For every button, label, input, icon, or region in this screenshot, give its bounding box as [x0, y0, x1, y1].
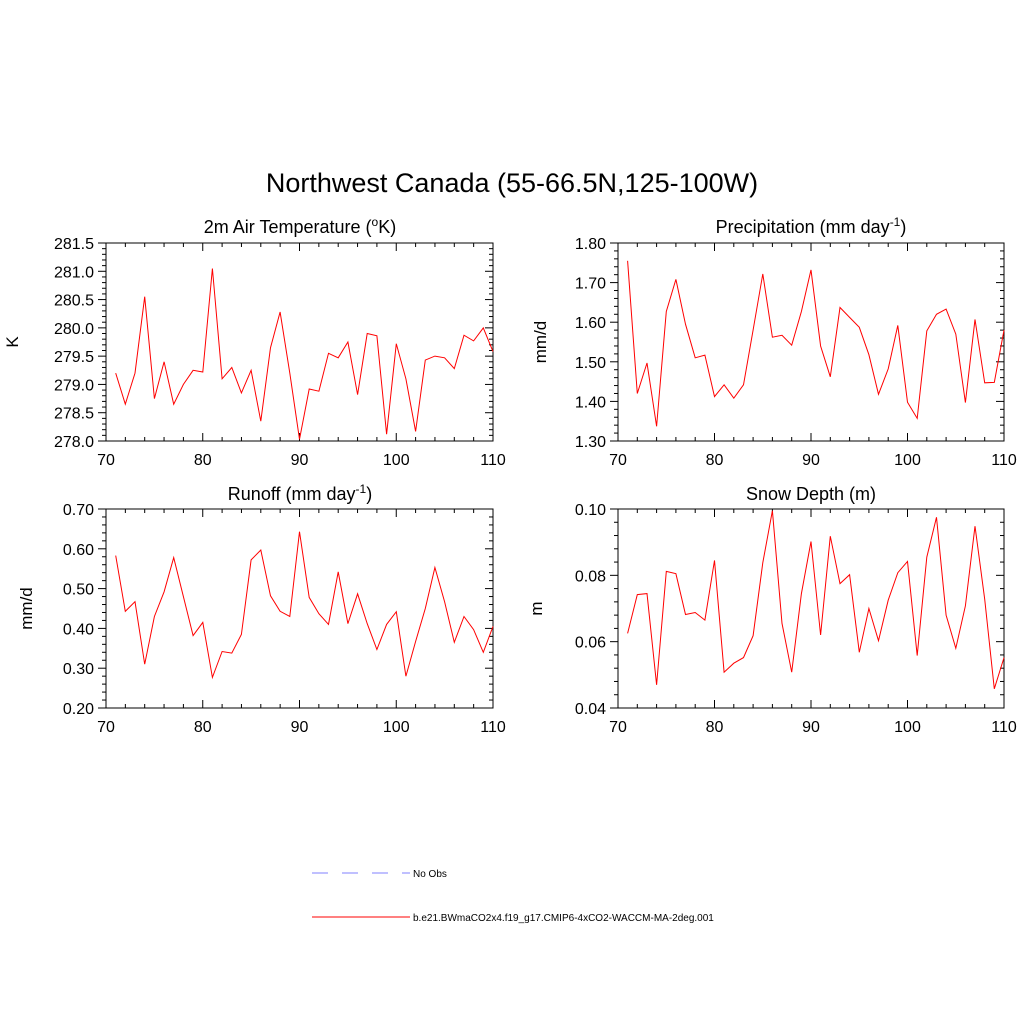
x-tick-label: 100 — [383, 719, 410, 736]
series-line — [115, 268, 494, 440]
y-tick-label: 0.50 — [63, 582, 94, 599]
panel-snow-depth: Snow Depth (m) m 70 80 90 100 110 0.04 0.06 0.0… — [527, 484, 1017, 736]
panel-title: Runoff (mm day-1) — [228, 482, 372, 504]
y-axis-label: K — [3, 336, 22, 348]
y-tick-label: 0.60 — [63, 542, 94, 559]
y-tick-label: 1.70 — [575, 276, 606, 293]
x-tick-label: 90 — [802, 719, 820, 736]
x-tick-label: 70 — [609, 719, 627, 736]
y-tick-label: 0.20 — [63, 701, 94, 718]
panel-air-temperature: 2m Air Temperature (oK) K 70 80 90 100 110 27… — [3, 215, 506, 469]
legend-obs-label: No Obs — [413, 869, 447, 880]
legend-model-label: b.e21.BWmaCO2x4.f19_g17.CMIP6-4xCO2-WACC… — [413, 913, 714, 924]
y-tick-label: 1.50 — [575, 355, 606, 372]
x-tick-label: 90 — [802, 452, 820, 469]
x-tick-label: 110 — [480, 452, 506, 469]
x-tick-label: 80 — [194, 719, 212, 736]
y-tick-label: 0.10 — [575, 502, 606, 519]
y-tick-label: 1.80 — [575, 236, 606, 253]
y-tick-label: 1.60 — [575, 315, 606, 332]
y-tick-label: 281.0 — [54, 264, 94, 281]
x-tick-label: 70 — [97, 719, 115, 736]
x-tick-label: 80 — [706, 452, 724, 469]
y-axis-label: m — [527, 601, 546, 615]
y-tick-label: 0.40 — [63, 621, 94, 638]
x-tick-label: 70 — [609, 452, 627, 469]
figure-title: Northwest Canada (55-66.5N,125-100W) — [266, 168, 758, 198]
y-tick-label: 279.0 — [54, 377, 94, 394]
y-tick-label: 280.5 — [54, 293, 94, 310]
panel-precipitation: Precipitation (mm day-1) mm/d 70 80 90 100 1… — [531, 215, 1017, 469]
y-tick-label: 1.30 — [575, 434, 606, 451]
panel-runoff: Runoff (mm day-1) mm/d 70 80 90 100 110 0.20 0… — [17, 482, 506, 736]
x-tick-label: 80 — [706, 719, 724, 736]
y-tick-label: 0.06 — [575, 635, 606, 652]
series-line — [627, 510, 1005, 689]
y-tick-label: 278.0 — [54, 434, 94, 451]
y-tick-label: 281.5 — [54, 236, 94, 253]
x-tick-label: 110 — [480, 719, 506, 736]
x-tick-label: 100 — [383, 452, 410, 469]
legend: No Obs b.e21.BWmaCO2x4.f19_g17.CMIP6-4xC… — [312, 869, 714, 924]
x-tick-label: 90 — [291, 452, 309, 469]
plot-frame — [105, 242, 494, 442]
y-tick-label: 0.04 — [575, 701, 606, 718]
x-tick-label: 100 — [894, 452, 921, 469]
panel-title: 2m Air Temperature (oK) — [204, 215, 396, 237]
series-line — [115, 531, 494, 680]
y-axis-label: mm/d — [17, 587, 36, 630]
x-tick-label: 110 — [991, 719, 1017, 736]
panel-title: Snow Depth (m) — [746, 484, 876, 504]
y-axis-label: mm/d — [531, 321, 550, 364]
y-tick-label: 0.70 — [63, 502, 94, 519]
y-tick-label: 279.5 — [54, 349, 94, 366]
y-tick-label: 0.30 — [63, 661, 94, 678]
y-tick-label: 1.40 — [575, 394, 606, 411]
x-tick-label: 90 — [291, 719, 309, 736]
series-line — [627, 260, 1005, 427]
x-tick-label: 80 — [194, 452, 212, 469]
y-tick-label: 280.0 — [54, 321, 94, 338]
plot-frame — [617, 508, 1005, 709]
panel-title: Precipitation (mm day-1) — [716, 215, 907, 237]
x-tick-label: 110 — [991, 452, 1017, 469]
y-tick-label: 0.08 — [575, 568, 606, 585]
x-tick-label: 100 — [894, 719, 921, 736]
x-tick-label: 70 — [97, 452, 115, 469]
plot-frame — [105, 508, 494, 709]
y-tick-label: 278.5 — [54, 406, 94, 423]
